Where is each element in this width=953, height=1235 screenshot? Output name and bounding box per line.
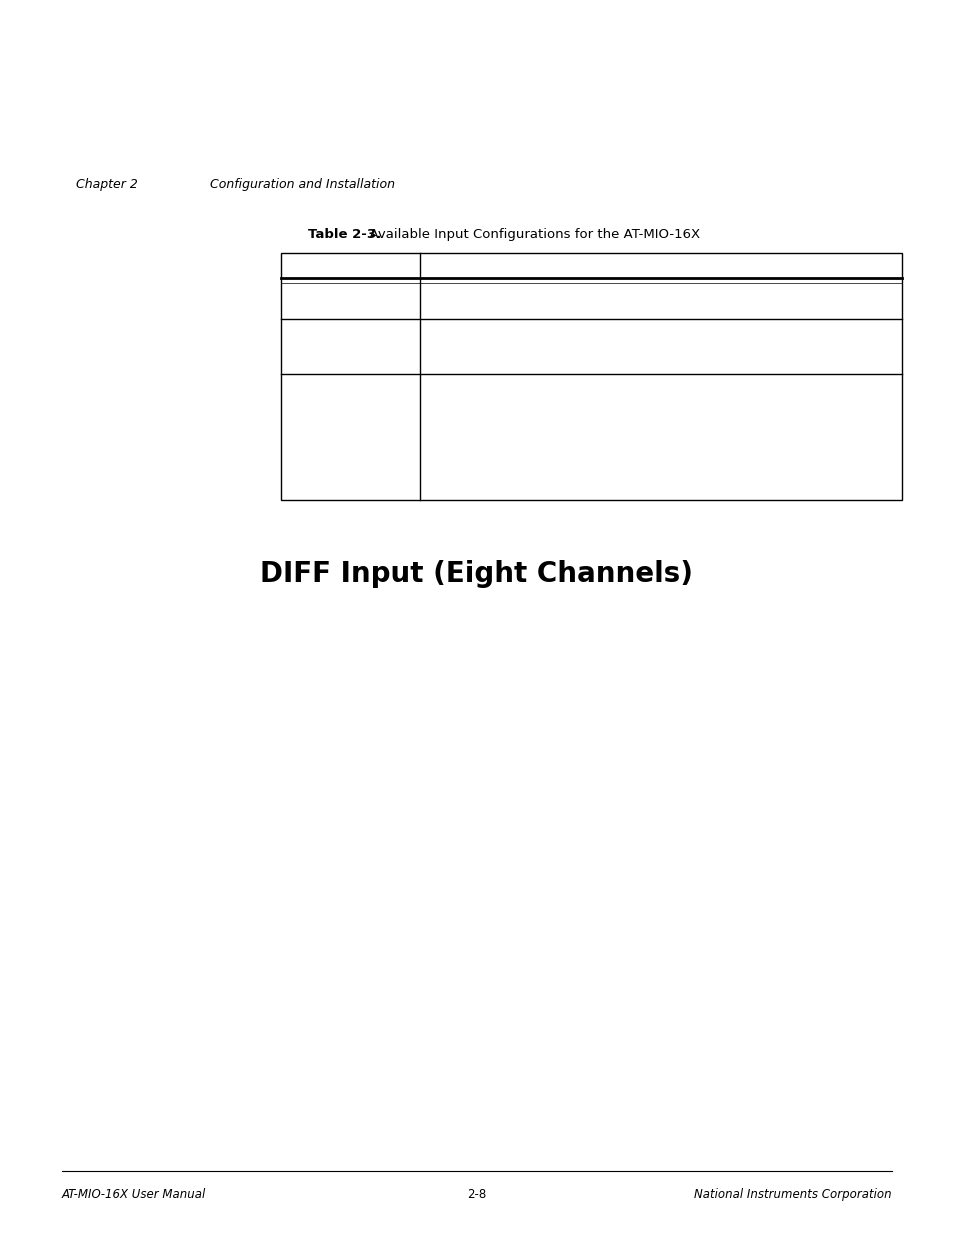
- Text: Available Input Configurations for the AT-MIO-16X: Available Input Configurations for the A…: [360, 227, 699, 241]
- Text: National Instruments Corporation: National Instruments Corporation: [694, 1188, 891, 1202]
- Text: Configuration and Installation: Configuration and Installation: [210, 178, 395, 191]
- Text: Table 2-3.: Table 2-3.: [308, 227, 381, 241]
- Bar: [281, 253, 901, 500]
- Text: Chapter 2: Chapter 2: [76, 178, 138, 191]
- Text: AT-MIO-16X User Manual: AT-MIO-16X User Manual: [62, 1188, 206, 1202]
- Text: DIFF Input (Eight Channels): DIFF Input (Eight Channels): [260, 561, 693, 588]
- Text: 2-8: 2-8: [467, 1188, 486, 1202]
